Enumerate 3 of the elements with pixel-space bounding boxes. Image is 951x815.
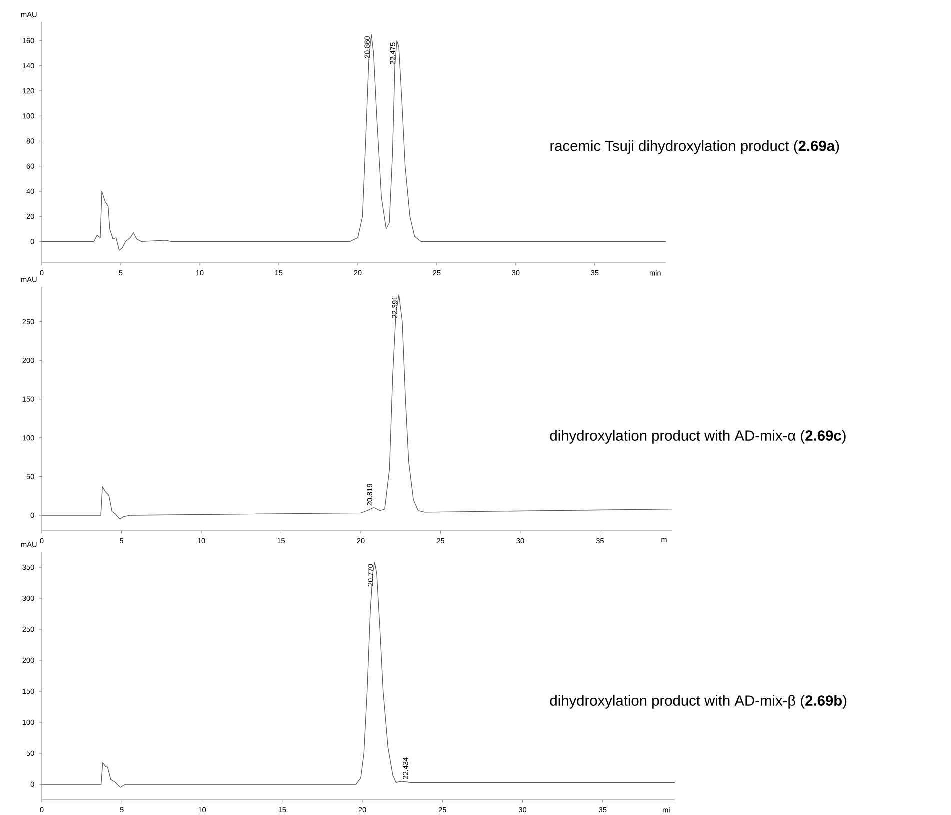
text: racemic Tsuji dihydroxylation product (2.69a) — [550, 140, 840, 154]
text: dihydroxylation product with AD-mix-α (2.69c) — [550, 430, 846, 444]
text: dihydroxylation product with AD-mix-β (2.69b) — [550, 695, 847, 709]
